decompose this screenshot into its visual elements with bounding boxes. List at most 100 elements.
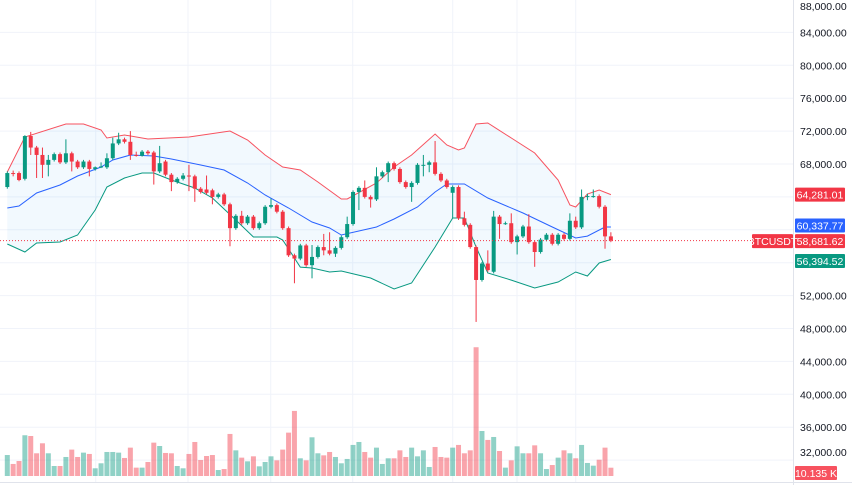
- candle-body: [222, 194, 227, 205]
- volume-bar: [233, 450, 239, 476]
- candle-body: [321, 247, 326, 251]
- volume-bar: [602, 447, 608, 476]
- candle-body: [503, 223, 508, 225]
- candle-body: [374, 176, 379, 200]
- candle-body: [192, 176, 197, 189]
- candle-body: [274, 205, 279, 212]
- candle-body: [52, 154, 57, 160]
- volume-bar: [75, 456, 81, 476]
- volume-bar: [127, 447, 133, 476]
- candle-body: [63, 153, 68, 163]
- price-tick-label: 76,000.00: [800, 93, 847, 105]
- volume-bar: [584, 462, 590, 476]
- candle-body: [140, 151, 145, 156]
- volume-bar: [204, 456, 210, 476]
- volume-bar: [221, 469, 227, 476]
- volume-bar: [403, 456, 409, 476]
- volume-bar: [45, 453, 51, 476]
- candle-body: [40, 154, 45, 165]
- volume-bar: [51, 466, 57, 476]
- volume-bar: [280, 449, 286, 476]
- bb-basis-price-tag-bg: [795, 218, 845, 233]
- candle-body: [409, 182, 414, 188]
- volume-bar: [356, 441, 362, 476]
- candle-body: [269, 205, 273, 207]
- candle-body: [515, 236, 520, 243]
- candle-body: [163, 161, 168, 175]
- candle-body: [573, 220, 578, 228]
- volume-bar: [28, 436, 34, 476]
- volume-bar: [391, 458, 397, 476]
- volume-bar: [456, 444, 462, 476]
- candle-body: [122, 139, 127, 142]
- volume-bar: [467, 450, 473, 476]
- candle-body: [280, 211, 285, 229]
- volume-bar: [16, 461, 22, 476]
- volume-bar: [80, 452, 86, 476]
- candle-body: [345, 224, 350, 238]
- candle-body: [128, 141, 133, 155]
- candle-body: [116, 139, 121, 144]
- volume-bar: [168, 453, 174, 476]
- candle-body: [532, 242, 537, 253]
- price-tick-label: 52,000.00: [800, 291, 847, 303]
- price-axis-ticks: 88,000.00 84,000.00 80,000.00 76,000.00 72,0…: [800, 1, 847, 459]
- volume-bar: [180, 468, 186, 476]
- price-tick-label: 32,000.00: [800, 447, 847, 459]
- candle-body: [28, 136, 33, 148]
- price-tick-label: 68,000.00: [800, 159, 847, 171]
- candle-body: [362, 187, 367, 197]
- candle-body: [556, 234, 561, 244]
- volume-bar: [4, 455, 10, 476]
- candle-body: [216, 194, 221, 197]
- candle-body: [327, 250, 332, 254]
- volume-bar: [520, 453, 526, 476]
- candle-body: [110, 143, 115, 159]
- candle-body: [585, 196, 590, 198]
- volume-bar: [567, 453, 573, 476]
- candle-body: [99, 166, 104, 168]
- volume-bar: [368, 457, 374, 476]
- candle-body: [544, 234, 549, 240]
- volume-bar: [157, 446, 163, 476]
- volume-bar: [473, 347, 479, 476]
- volume-bar: [315, 453, 321, 476]
- candle-body: [157, 163, 162, 172]
- candle-body: [415, 164, 420, 183]
- candles: [5, 131, 613, 322]
- candle-body: [526, 226, 531, 243]
- volume-bar: [145, 461, 151, 476]
- volume-bar: [532, 445, 538, 476]
- volume-bar: [57, 466, 63, 476]
- volume-bar: [461, 453, 467, 476]
- candle-body: [333, 247, 338, 254]
- candle-body: [169, 174, 174, 183]
- candle-body: [427, 162, 432, 165]
- volume-bar: [104, 451, 110, 476]
- volume-bar: [379, 463, 385, 476]
- volume-bar: [151, 442, 157, 476]
- candle-body: [433, 162, 438, 174]
- volume-bar: [561, 450, 567, 476]
- candle-body: [58, 154, 63, 163]
- candle-body: [304, 245, 309, 266]
- volume-bar: [409, 447, 415, 476]
- volume-bar: [34, 453, 40, 476]
- candle-body: [298, 245, 303, 259]
- candle-body: [46, 159, 51, 165]
- volume-bar: [549, 465, 555, 476]
- volume-bar: [227, 433, 233, 476]
- volume-bar: [420, 450, 426, 476]
- volume-bar: [110, 451, 116, 476]
- candle-body: [538, 239, 543, 253]
- candle-body: [368, 196, 373, 200]
- symbol-tag: BTCUSDT: [748, 236, 798, 248]
- volume-bar: [250, 456, 256, 476]
- bollinger-upper-line: [6, 122, 612, 208]
- volume-bar: [309, 437, 315, 476]
- candle-body: [597, 196, 602, 207]
- volume-bar: [526, 453, 532, 476]
- volume-bar: [297, 458, 303, 476]
- volume-bar: [86, 453, 92, 476]
